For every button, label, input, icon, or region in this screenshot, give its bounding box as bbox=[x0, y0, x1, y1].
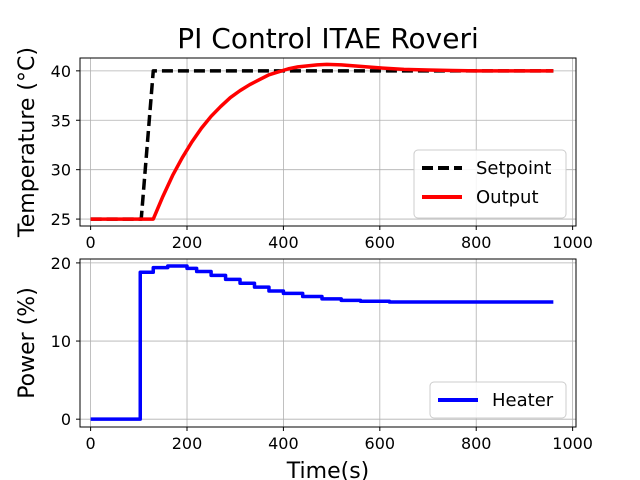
temperature-x-tick-label: 0 bbox=[86, 233, 96, 252]
temperature-legend-box bbox=[413, 149, 567, 219]
time-x-label: Time(s) bbox=[286, 459, 369, 480]
legend-label-heater: Heater bbox=[492, 390, 554, 411]
temperature-series bbox=[90, 62, 554, 221]
temperature-y-tick-label: 30 bbox=[51, 161, 71, 180]
power-y-tick-label: 20 bbox=[51, 254, 71, 273]
temperature-axes-frame bbox=[79, 57, 577, 227]
series-line-output bbox=[90, 62, 554, 221]
power-legend-box bbox=[429, 381, 567, 419]
temperature-ticks: 0 200 400 600 800 1000 25 30 35 40 bbox=[51, 62, 593, 252]
power-axes: 0 200 400 600 800 1000 0 10 20 Power (%) Time(s)… bbox=[15, 254, 593, 480]
temperature-x-tick-label: 600 bbox=[365, 233, 396, 252]
temperature-x-tick-label: 800 bbox=[461, 233, 492, 252]
power-x-tick-label: 800 bbox=[461, 434, 492, 453]
temperature-y-tick-label: 35 bbox=[51, 111, 71, 130]
temperature-axes: 0 200 400 600 800 1000 25 30 35 40 Temperature (°… bbox=[15, 47, 593, 252]
power-y-tick-label: 0 bbox=[61, 410, 71, 429]
power-x-tick-label: 400 bbox=[268, 434, 299, 453]
power-x-tick-label: 1000 bbox=[552, 434, 593, 453]
power-y-label: Power (%) bbox=[15, 287, 40, 399]
temperature-y-tick-label: 25 bbox=[51, 210, 71, 229]
legend-label-setpoint: Setpoint bbox=[476, 158, 551, 179]
temperature-x-tick-label: 200 bbox=[172, 233, 203, 252]
temperature-legend: Setpoint Output bbox=[413, 149, 567, 219]
temperature-x-tick-label: 400 bbox=[268, 233, 299, 252]
power-y-tick-label: 10 bbox=[51, 332, 71, 351]
power-x-tick-label: 200 bbox=[172, 434, 203, 453]
legend-label-output: Output bbox=[476, 187, 539, 208]
power-grid bbox=[80, 259, 576, 427]
power-legend: Heater bbox=[429, 381, 567, 419]
power-axes-frame bbox=[79, 258, 577, 428]
temperature-y-tick-label: 40 bbox=[51, 62, 71, 81]
series-line-heater bbox=[90, 264, 554, 421]
chart-title: PI Control ITAE Roveri bbox=[177, 22, 479, 55]
temperature-y-label: Temperature (°C) bbox=[15, 47, 40, 238]
temperature-x-tick-label: 1000 bbox=[552, 233, 593, 252]
power-x-tick-label: 0 bbox=[86, 434, 96, 453]
power-series bbox=[90, 264, 554, 421]
power-ticks: 0 200 400 600 800 1000 0 10 20 bbox=[51, 254, 593, 453]
power-x-tick-label: 600 bbox=[365, 434, 396, 453]
